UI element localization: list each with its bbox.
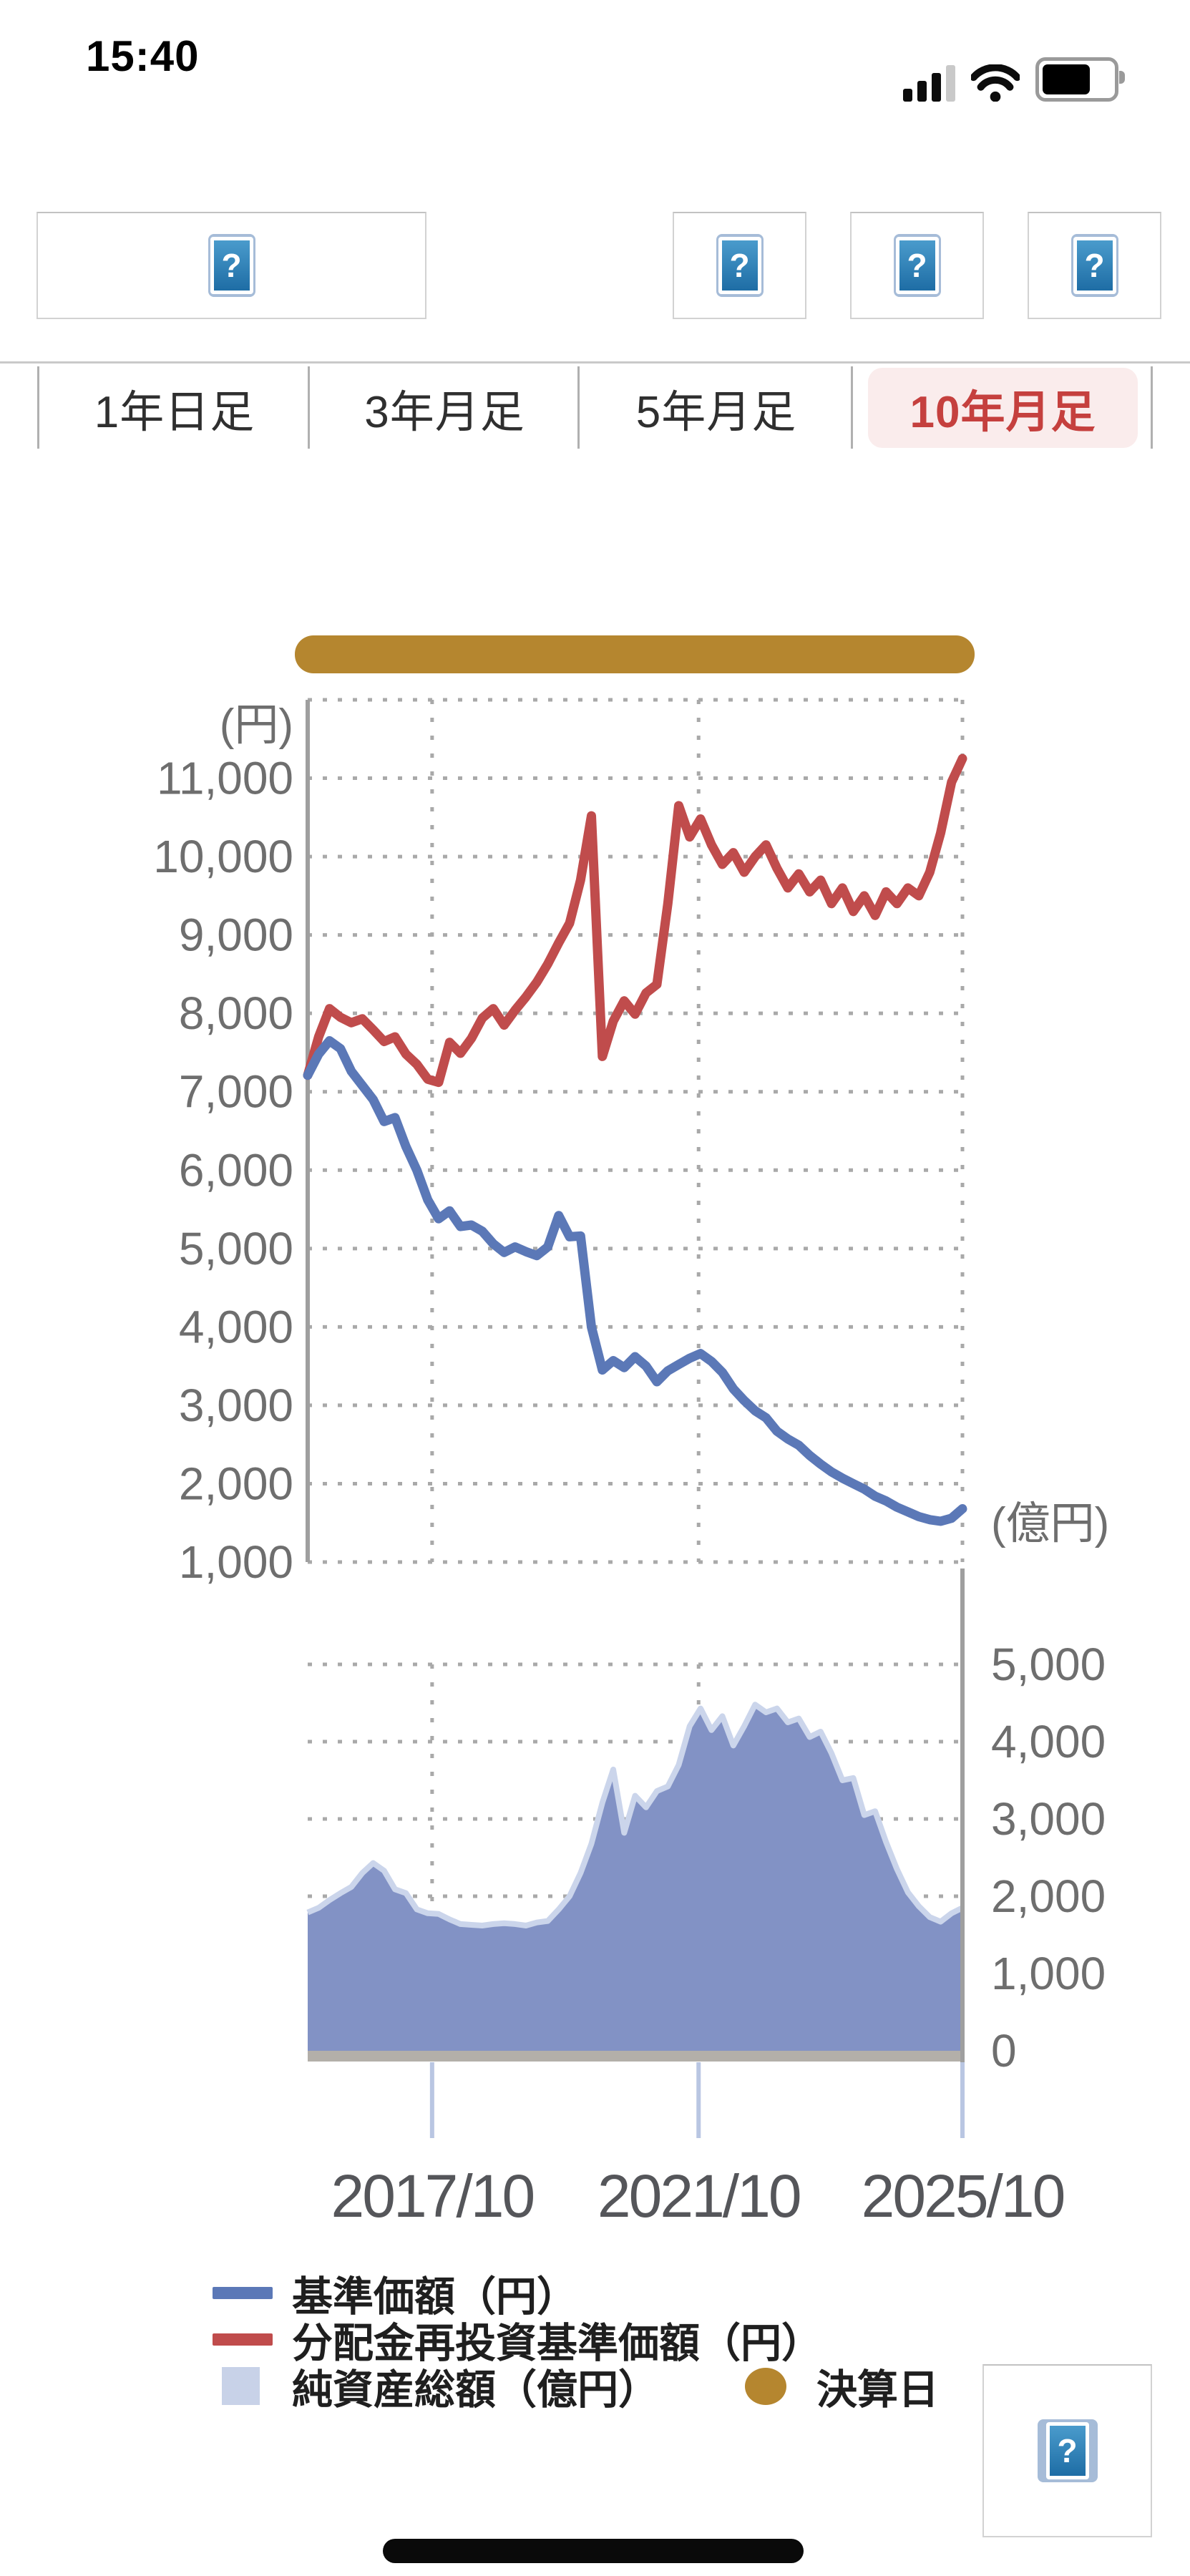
help-icon: ? [208,234,255,297]
battery-icon [1035,57,1125,102]
chart-legend: 基準価額（円） 分配金再投資基準価額（円） 純資産総額（億円） 決算日 [210,2270,939,2413]
wifi-icon [971,64,1020,102]
svg-text:2025/10: 2025/10 [862,2162,1064,2230]
svg-text:1,000: 1,000 [179,1536,293,1588]
help-icon: ? [1037,2419,1098,2482]
tab-label: 5年月足 [635,387,797,437]
legend-label: 純資産総額（億円） [292,2366,659,2413]
svg-text:5,000: 5,000 [179,1223,293,1274]
legend-label: 分配金再投資基準価額（円） [292,2320,822,2366]
svg-text:5,000: 5,000 [991,1639,1106,1690]
svg-text:2,000: 2,000 [179,1458,293,1509]
net-assets-edge [306,1702,964,1928]
svg-text:4,000: 4,000 [991,1716,1106,1767]
svg-text:2017/10: 2017/10 [331,2162,534,2230]
svg-text:(億円): (億円) [991,1499,1109,1548]
help-icon: ? [893,234,941,297]
net-assets-area [308,1704,962,2051]
svg-text:3,000: 3,000 [991,1793,1106,1845]
help-button-1[interactable]: ? [673,212,806,319]
svg-text:0: 0 [991,2025,1017,2077]
svg-text:(円): (円) [220,701,293,750]
tab-10y-monthly[interactable]: 10年月足 [851,366,1153,449]
svg-text:8,000: 8,000 [179,987,293,1039]
tab-label: 10年月足 [868,367,1138,448]
help-icon: ? [716,234,764,297]
svg-text:2,000: 2,000 [991,1870,1106,1922]
tab-5y-monthly[interactable]: 5年月足 [577,366,853,449]
cellular-signal-icon [903,65,955,102]
legend-row-net-assets: 純資産総額（億円） 決算日 [210,2363,939,2413]
nav-line-swatch [213,2287,273,2299]
legend-label: 基準価額（円） [292,2273,577,2320]
help-button-wide[interactable]: ? [36,212,426,319]
tab-label: 1年日足 [94,387,255,437]
svg-text:2021/10: 2021/10 [598,2162,800,2230]
legend-row-settlement: 決算日 [745,2357,939,2416]
home-indicator[interactable] [383,2539,804,2563]
tab-label: 3年月足 [364,387,525,437]
svg-text:9,000: 9,000 [179,909,293,961]
status-time: 15:40 [86,32,200,80]
svg-text:10,000: 10,000 [153,831,293,882]
legend-row-nav: 基準価額（円） [210,2270,939,2320]
svg-text:1,000: 1,000 [991,1948,1106,1999]
svg-text:11,000: 11,000 [157,753,293,804]
net-assets-swatch [222,2367,260,2405]
nav-price-line [303,1036,967,1526]
svg-text:4,000: 4,000 [179,1301,293,1352]
tab-divider [1151,366,1153,449]
help-icon: ? [1070,234,1118,297]
legend-label: 決算日 [816,2366,939,2413]
svg-text:6,000: 6,000 [179,1144,293,1196]
status-bar: 15:40 [0,0,1190,107]
tab-3y-monthly[interactable]: 3年月足 [308,366,580,449]
svg-text:7,000: 7,000 [179,1066,293,1118]
help-button-3[interactable]: ? [1028,212,1161,319]
tab-1y-daily[interactable]: 1年日足 [37,366,310,449]
help-button-bottom[interactable]: ? [982,2364,1152,2537]
settlement-dates-bar [295,635,975,673]
reinvest-line-swatch [213,2333,273,2346]
period-tab-bar: 1年日足 3年月足 5年月足 10年月足 [0,361,1190,457]
svg-text:3,000: 3,000 [179,1380,293,1431]
reinvest-price-line [303,753,967,1088]
status-icons [903,57,1125,102]
help-button-2[interactable]: ? [850,212,984,319]
settlement-date-swatch [745,2367,786,2405]
legend-row-reinvest: 分配金再投資基準価額（円） [210,2316,939,2366]
